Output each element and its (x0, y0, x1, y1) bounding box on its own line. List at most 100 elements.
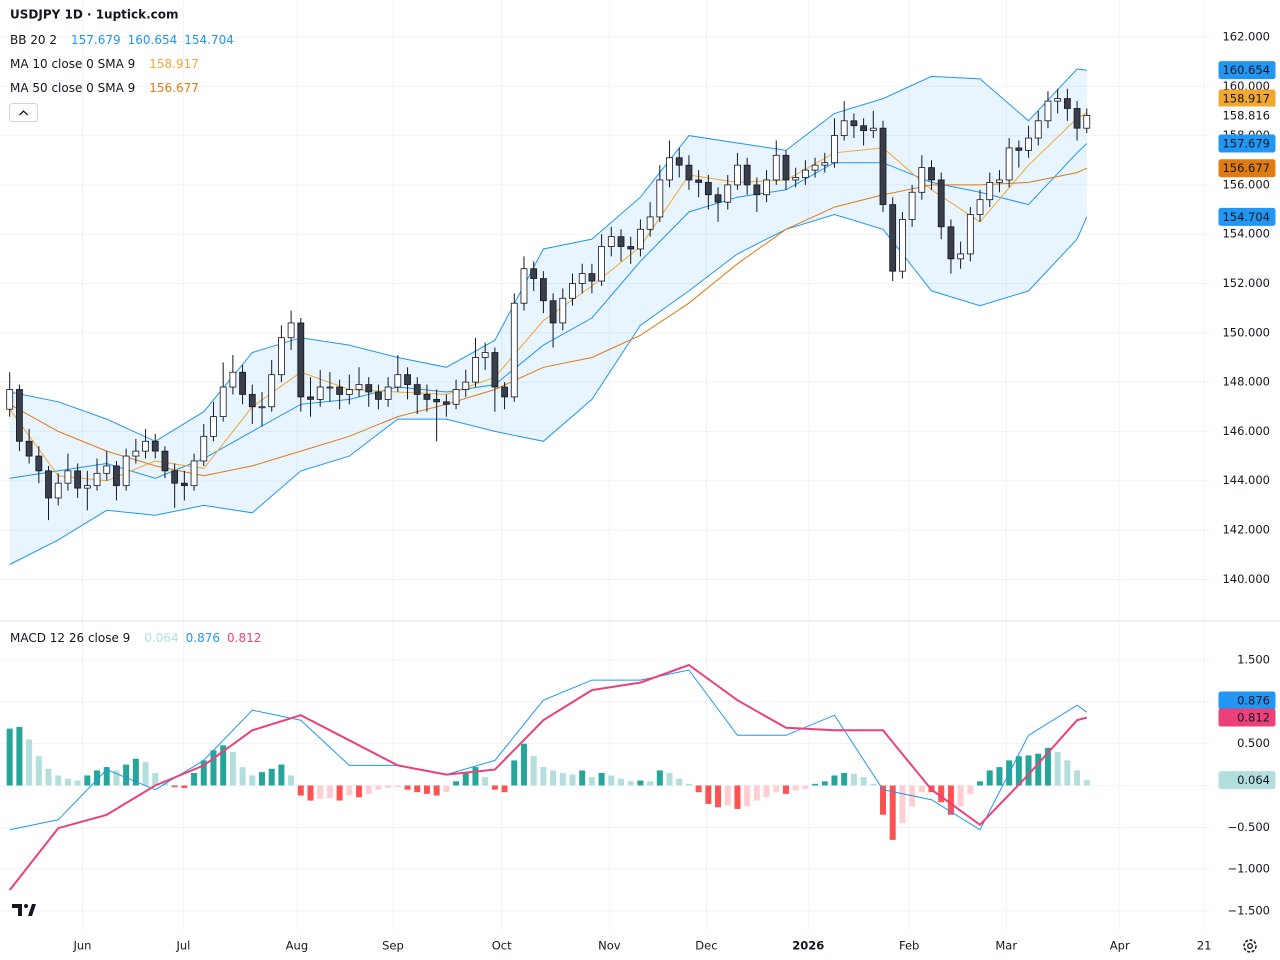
x-tick-label: Apr (1110, 939, 1130, 953)
price-label: 158.816 (1222, 108, 1270, 122)
candle-body (297, 322, 305, 398)
candle-body (239, 371, 246, 395)
candle-body (6, 389, 14, 410)
gear-outer[interactable] (1243, 939, 1257, 953)
button-frame[interactable] (9, 103, 38, 122)
histogram-bar (841, 772, 848, 786)
candle-body (811, 164, 819, 171)
candle-body (840, 120, 848, 136)
histogram-bar (618, 778, 625, 786)
histogram-bar (1074, 770, 1081, 786)
histogram-bar (685, 783, 692, 786)
candle-body (753, 184, 761, 196)
candle-body (180, 482, 188, 487)
y-tick-label: 142.000 (1222, 523, 1270, 537)
plot-layer (6, 68, 1091, 891)
candle-body (646, 216, 654, 230)
logo-part[interactable] (24, 904, 28, 908)
candle-body (1005, 147, 1013, 181)
histogram-bar (850, 773, 857, 786)
histogram-bar (161, 780, 168, 786)
candle-body (918, 167, 926, 193)
y-tick-label: −1.500 (1227, 904, 1270, 918)
histogram-bar (132, 758, 139, 786)
histogram-bar (191, 772, 198, 786)
histogram-bar (210, 750, 217, 786)
candle-body (113, 465, 120, 487)
candle-body (763, 179, 770, 196)
candle-body (481, 352, 489, 358)
y-tick-label: 146.000 (1222, 424, 1270, 438)
collapse-button[interactable] (9, 103, 38, 122)
candle-body (734, 164, 741, 186)
histogram-bar (821, 781, 828, 786)
candle-body (821, 162, 829, 166)
histogram-bar (123, 764, 130, 786)
tv-logo[interactable] (12, 904, 36, 916)
settings-button[interactable] (1243, 939, 1257, 953)
candle-body (501, 386, 508, 398)
histogram-bar (695, 785, 702, 793)
candle-body (375, 391, 382, 400)
histogram-bar (899, 785, 906, 824)
histogram-bar (346, 785, 353, 796)
candle-body (520, 268, 528, 304)
histogram-bar (1044, 747, 1051, 786)
histogram-bar (753, 785, 760, 801)
histogram-bar (957, 785, 964, 807)
histogram-bar (744, 785, 751, 807)
price-label: 158.917 (1222, 91, 1270, 105)
histogram-bar (336, 785, 343, 801)
price-label-box (1218, 708, 1276, 727)
candle-body (229, 371, 237, 388)
candle-body (539, 278, 547, 302)
histogram-bar (482, 777, 489, 786)
candle-body (598, 246, 606, 282)
candle-body (996, 179, 1003, 183)
histogram-bar (550, 770, 557, 786)
candle-body (666, 157, 673, 181)
histogram-bar (55, 775, 62, 786)
candle-body (966, 214, 974, 255)
logo-part[interactable] (12, 904, 22, 916)
candle-body (976, 199, 984, 215)
price-label: 160.654 (1222, 63, 1270, 77)
histogram-bar (802, 785, 809, 789)
candle-body (64, 470, 72, 484)
legend-entry: BB 20 2 157.679 160.654 154.704 (10, 33, 234, 47)
candle-body (986, 182, 994, 201)
legend-value: 156.677 (149, 81, 199, 95)
candle-body (1034, 120, 1042, 139)
y-tick-label: −0.500 (1227, 820, 1270, 834)
candle-body (627, 246, 635, 250)
gear-inner[interactable] (1247, 943, 1253, 949)
price-label: 157.679 (1222, 136, 1270, 150)
candle-body (743, 164, 751, 186)
logo-part[interactable] (28, 904, 36, 916)
candle-body (1054, 98, 1062, 102)
candle-body (462, 381, 470, 390)
histogram-bar (16, 726, 23, 786)
y-tick-label: 1.500 (1237, 652, 1270, 666)
candle-body (491, 352, 499, 388)
y-tick-label: 140.000 (1222, 572, 1270, 586)
candle-body (74, 470, 82, 489)
candle-body (695, 179, 703, 183)
histogram-bar (870, 783, 877, 786)
y-tick-label: 160.000 (1222, 79, 1270, 93)
candle-body (908, 191, 916, 220)
candle-body (588, 273, 596, 282)
histogram-bar (918, 785, 925, 793)
candle-body (724, 184, 732, 203)
candle-body (258, 406, 266, 409)
candle-body (772, 154, 780, 181)
histogram-bar (1064, 760, 1071, 786)
histogram-bar (472, 767, 479, 786)
chevron-icon[interactable] (19, 110, 28, 116)
histogram-bar (64, 778, 71, 786)
histogram-bar (453, 781, 460, 786)
histogram-bar (443, 785, 450, 793)
histogram-bar (967, 785, 974, 794)
